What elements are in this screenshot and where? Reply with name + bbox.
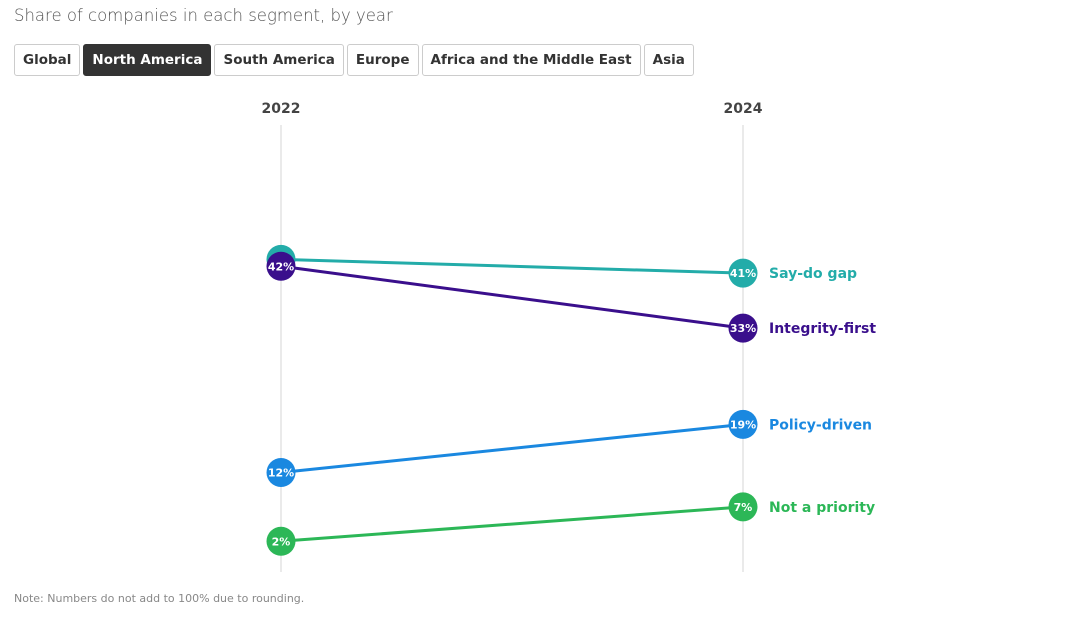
year-label: 2022 [262,101,301,117]
series-line [280,505,744,543]
series-line [280,422,744,474]
tab-north-america[interactable]: North America [83,44,212,76]
tab-europe[interactable]: Europe [346,44,419,76]
tab-africa-middle-east[interactable]: Africa and the Middle East [421,44,641,76]
series-line [280,264,744,330]
footnote: Note: Numbers do not add to 100% due to … [14,592,305,605]
data-label: 42% [268,260,294,273]
data-point [728,313,758,343]
region-tabs: Global North America South America Europ… [14,44,694,76]
data-point [728,258,758,288]
series-label: Say-do gap [769,266,857,282]
series-label: Policy-driven [769,417,872,433]
data-label: 19% [730,418,756,431]
data-label: 12% [268,467,294,480]
data-point [728,409,758,439]
tab-global[interactable]: Global [14,44,81,76]
data-label: 2% [272,535,291,548]
data-point [266,458,296,487]
series-line [280,257,744,275]
year-label: 2024 [724,101,763,117]
data-label: 33% [730,322,756,335]
data-point [266,251,296,281]
data-label: 7% [734,501,753,514]
data-point [728,492,758,522]
series-label: Integrity-first [769,321,876,337]
data-label: 41% [730,267,756,280]
data-point [266,526,296,556]
tab-asia[interactable]: Asia [643,44,694,76]
tab-south-america[interactable]: South America [214,44,344,76]
series-label: Not a priority [769,500,875,516]
chart-subtitle: Share of companies in each segment, by y… [14,6,393,25]
